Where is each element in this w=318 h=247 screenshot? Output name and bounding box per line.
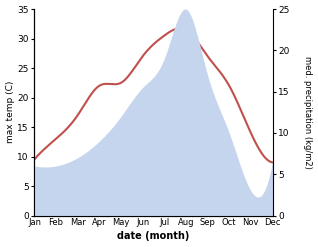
Y-axis label: med. precipitation (kg/m2): med. precipitation (kg/m2) bbox=[303, 56, 313, 169]
X-axis label: date (month): date (month) bbox=[117, 231, 190, 242]
Y-axis label: max temp (C): max temp (C) bbox=[5, 81, 15, 144]
